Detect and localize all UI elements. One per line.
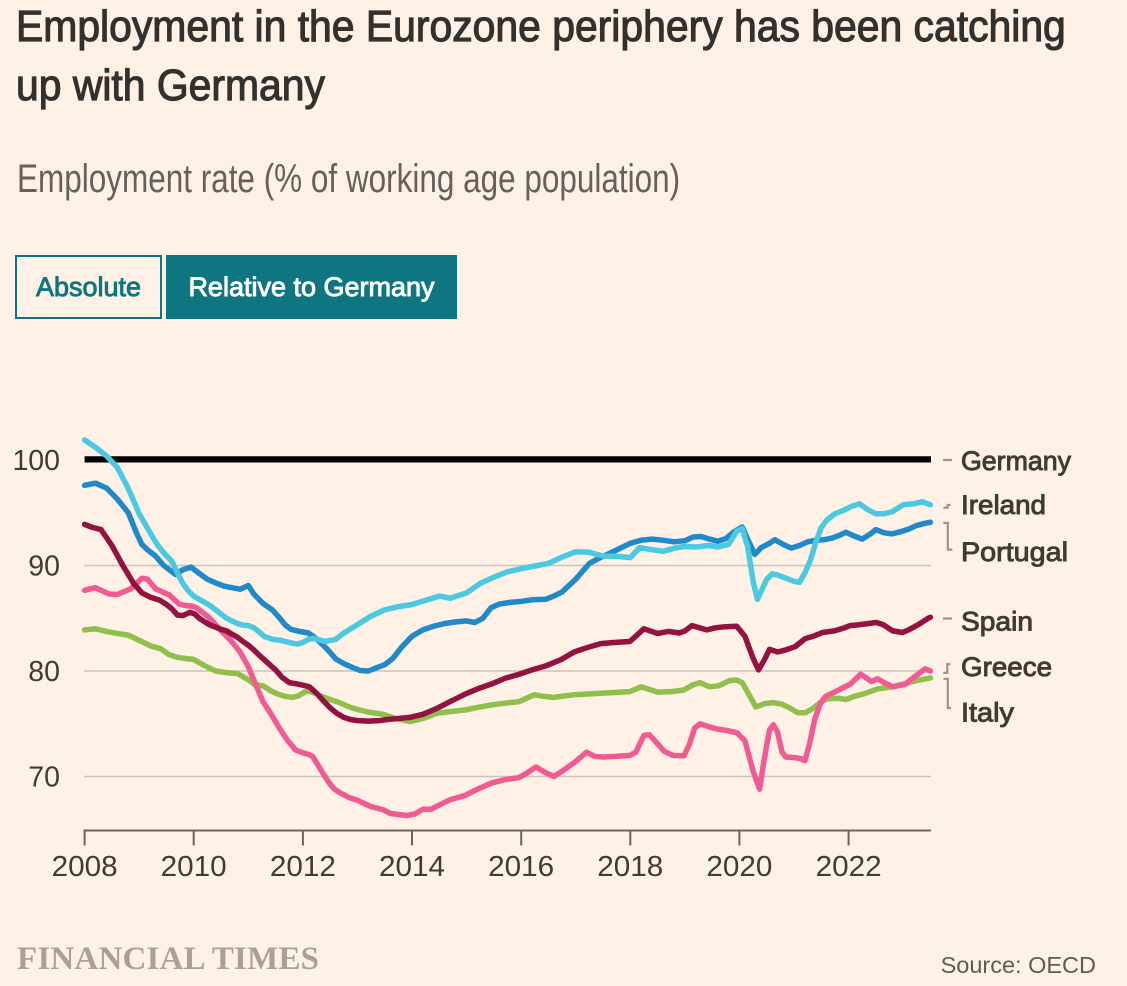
svg-text:2018: 2018 bbox=[597, 851, 663, 883]
svg-text:2012: 2012 bbox=[270, 851, 336, 883]
svg-text:Greece: Greece bbox=[961, 652, 1052, 682]
svg-text:100: 100 bbox=[12, 445, 60, 477]
svg-text:Ireland: Ireland bbox=[961, 490, 1046, 520]
svg-text:2022: 2022 bbox=[816, 851, 882, 883]
svg-text:Germany: Germany bbox=[961, 446, 1072, 476]
svg-text:2020: 2020 bbox=[706, 851, 772, 883]
svg-text:2008: 2008 bbox=[52, 851, 118, 883]
svg-text:90: 90 bbox=[28, 551, 60, 583]
svg-text:80: 80 bbox=[28, 656, 60, 688]
svg-text:2010: 2010 bbox=[161, 851, 227, 883]
svg-text:Spain: Spain bbox=[961, 607, 1033, 637]
svg-text:70: 70 bbox=[28, 762, 60, 794]
svg-text:Portugal: Portugal bbox=[961, 537, 1068, 567]
svg-text:2014: 2014 bbox=[379, 851, 445, 883]
svg-text:Italy: Italy bbox=[961, 698, 1015, 728]
svg-text:2016: 2016 bbox=[488, 851, 554, 883]
